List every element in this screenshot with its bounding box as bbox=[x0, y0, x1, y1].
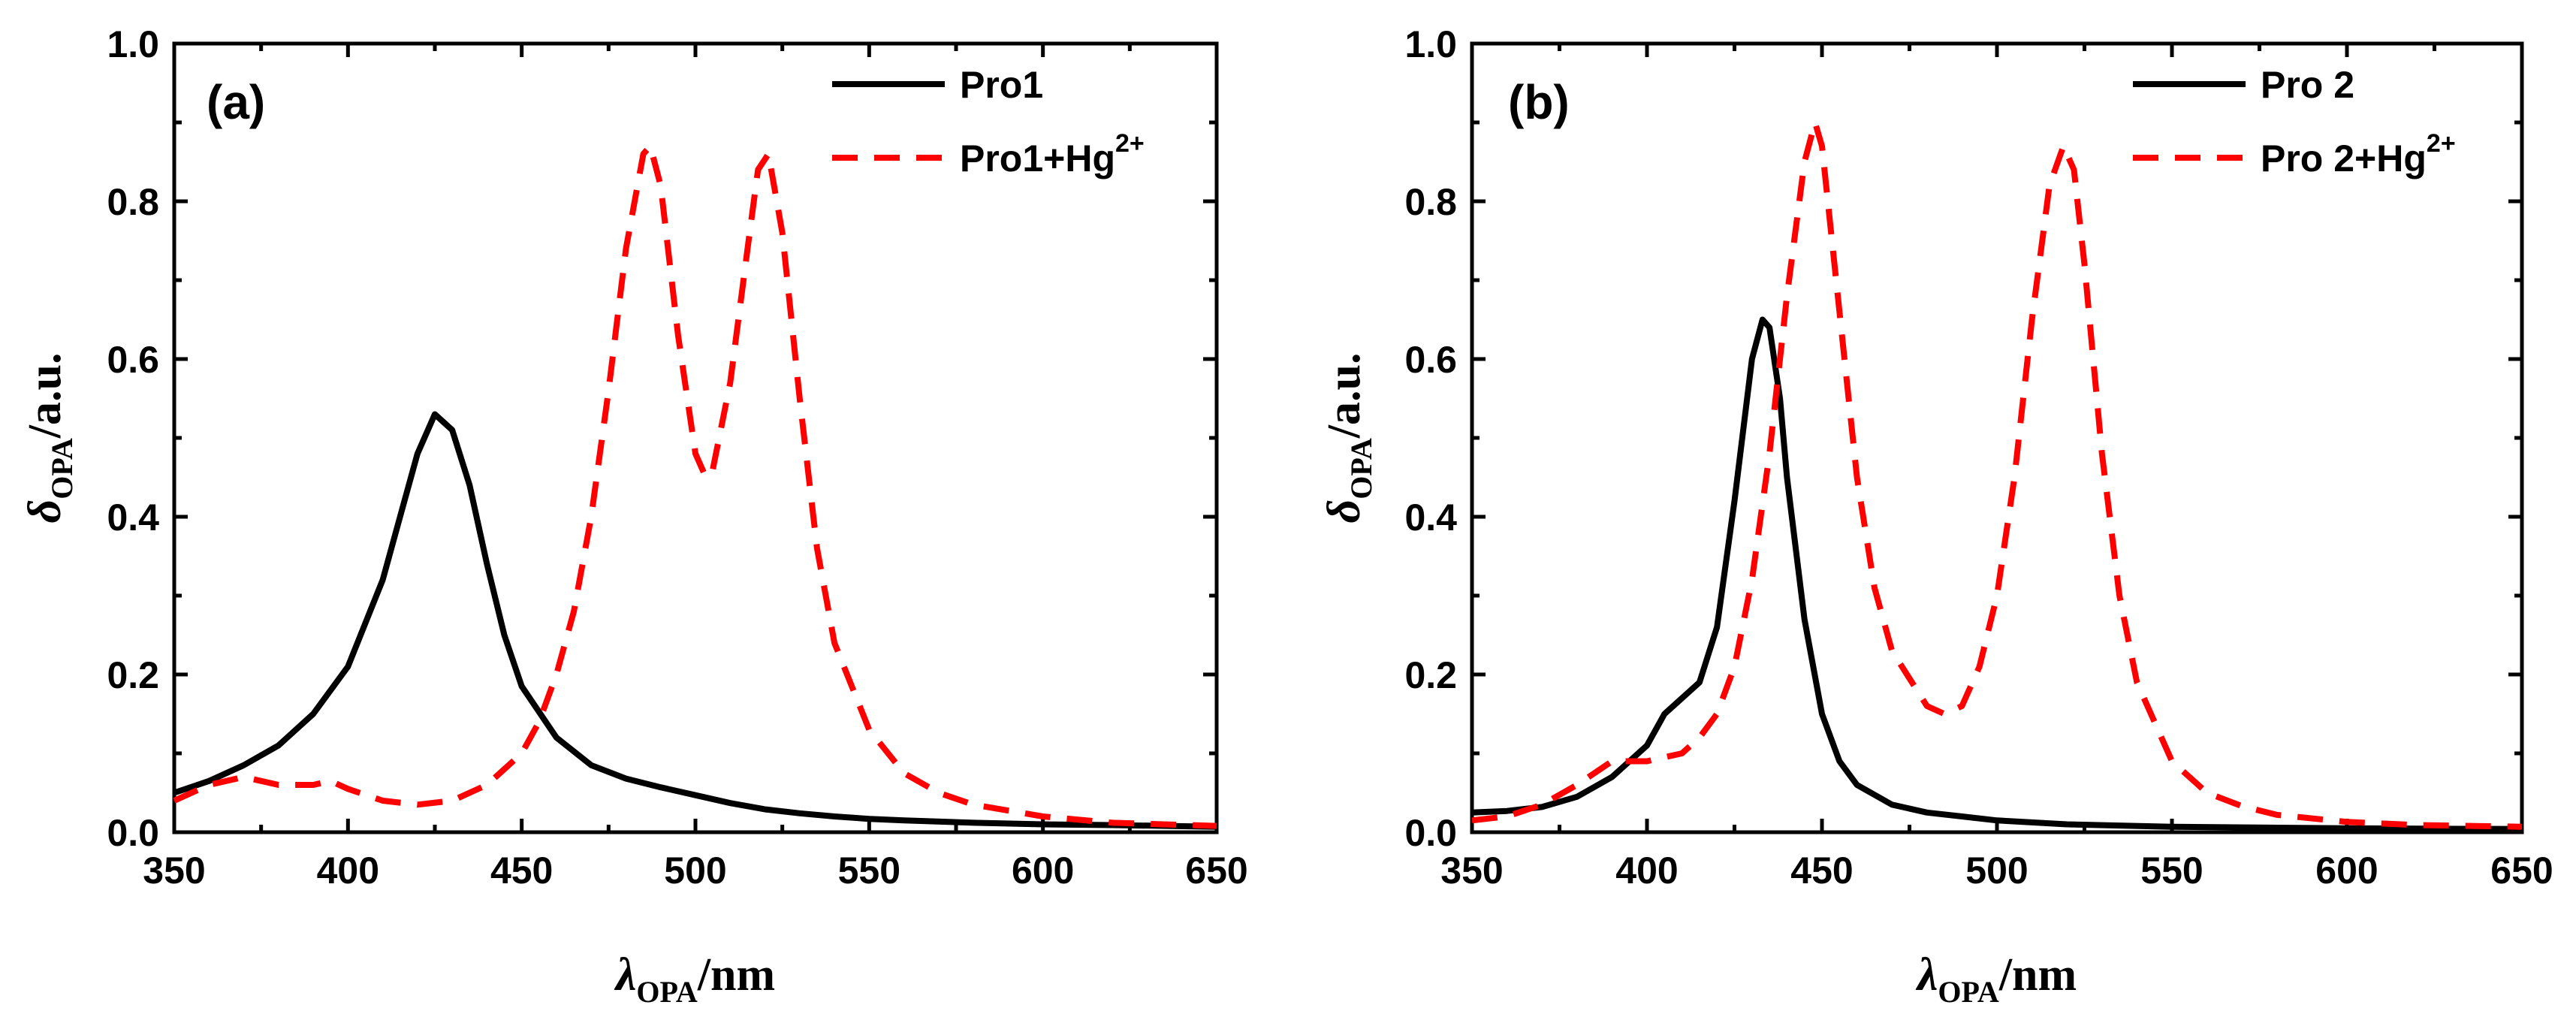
legend-label: Pro1+Hg2+ bbox=[960, 129, 1145, 180]
y-axis-unit: /a.u. bbox=[1319, 353, 1370, 439]
x-tick-label: 400 bbox=[1615, 849, 1678, 892]
x-tick-label: 350 bbox=[1440, 849, 1503, 892]
legend-label-text: Pro 2+Hg bbox=[2261, 137, 2427, 180]
legend-label-superscript: 2+ bbox=[2427, 129, 2456, 158]
x-axis-symbol: λ bbox=[1915, 949, 1938, 1000]
x-axis-title: λOPA/nm bbox=[614, 949, 775, 1009]
y-axis-subscript: OPA bbox=[1344, 438, 1378, 499]
y-tick-label: 0.2 bbox=[1404, 654, 1457, 696]
y-tick-label: 0.6 bbox=[1404, 339, 1457, 381]
x-tick-label: 500 bbox=[664, 849, 726, 892]
x-axis-unit: /nm bbox=[1998, 949, 2077, 1000]
y-axis-unit: /a.u. bbox=[20, 353, 71, 439]
x-axis-subscript: OPA bbox=[1938, 975, 1999, 1009]
panel-label: (b) bbox=[1508, 75, 1570, 129]
panel-a: 350 400 450 500 550 600 650 0.0 0.2 0.4 0.6 0.8 1.0 (… bbox=[20, 23, 1248, 1009]
y-axis-title: δOPA/a.u. bbox=[1319, 353, 1378, 524]
x-axis-unit: /nm bbox=[697, 949, 775, 1000]
y-tick-label: 0.8 bbox=[1404, 181, 1457, 223]
legend-label-text: Pro 2 bbox=[2261, 64, 2354, 106]
panel-label: (a) bbox=[207, 75, 265, 129]
x-axis-symbol: λ bbox=[614, 949, 637, 1000]
y-tick-label: 1.0 bbox=[107, 23, 159, 65]
legend-label-superscript: 2+ bbox=[1115, 129, 1145, 158]
y-tick-label: 0.0 bbox=[107, 812, 159, 854]
x-axis-subscript: OPA bbox=[636, 975, 698, 1009]
legend-label: Pro1 bbox=[960, 64, 1043, 106]
x-axis-title: λOPA/nm bbox=[1915, 949, 2077, 1009]
x-tick-label: 350 bbox=[143, 849, 205, 892]
x-tick-label: 500 bbox=[1965, 849, 2028, 892]
x-tick-label: 600 bbox=[2315, 849, 2378, 892]
x-tick-label: 450 bbox=[1790, 849, 1853, 892]
y-axis-symbol: δ bbox=[20, 499, 71, 524]
x-tick-label: 400 bbox=[317, 849, 379, 892]
x-tick-label: 450 bbox=[490, 849, 553, 892]
series-line-with-hg bbox=[173, 143, 1217, 829]
legend-label: Pro 2 bbox=[2261, 64, 2354, 106]
series-line-probe bbox=[173, 411, 1217, 830]
y-axis-title: δOPA/a.u. bbox=[20, 353, 79, 524]
y-tick-label: 0.0 bbox=[1404, 812, 1457, 854]
panel-b: 350 400 450 500 550 600 650 0.0 0.2 0.4 0.6 0.8 1.0 (… bbox=[1319, 23, 2553, 1009]
legend-label-text: Pro1 bbox=[960, 64, 1043, 106]
legend-label: Pro 2+Hg2+ bbox=[2261, 129, 2456, 180]
x-tick-label: 600 bbox=[1012, 849, 1074, 892]
series-line-with-hg bbox=[1471, 119, 2523, 830]
y-axis-symbol: δ bbox=[1319, 499, 1370, 524]
y-tick-label: 0.4 bbox=[1404, 496, 1457, 539]
y-tick-label: 1.0 bbox=[1404, 23, 1457, 65]
y-axis-subscript: OPA bbox=[45, 438, 79, 499]
y-tick-label: 0.6 bbox=[107, 339, 159, 381]
legend-label-text: Pro1+Hg bbox=[960, 137, 1115, 180]
x-tick-label: 550 bbox=[2140, 849, 2203, 892]
y-tick-label: 0.4 bbox=[107, 496, 159, 539]
y-tick-label: 0.8 bbox=[107, 181, 159, 223]
y-tick-label: 0.2 bbox=[107, 654, 159, 696]
x-tick-label: 550 bbox=[838, 849, 900, 892]
x-tick-label: 650 bbox=[1185, 849, 1247, 892]
x-tick-label: 650 bbox=[2490, 849, 2553, 892]
series-line-probe bbox=[1471, 316, 2523, 832]
